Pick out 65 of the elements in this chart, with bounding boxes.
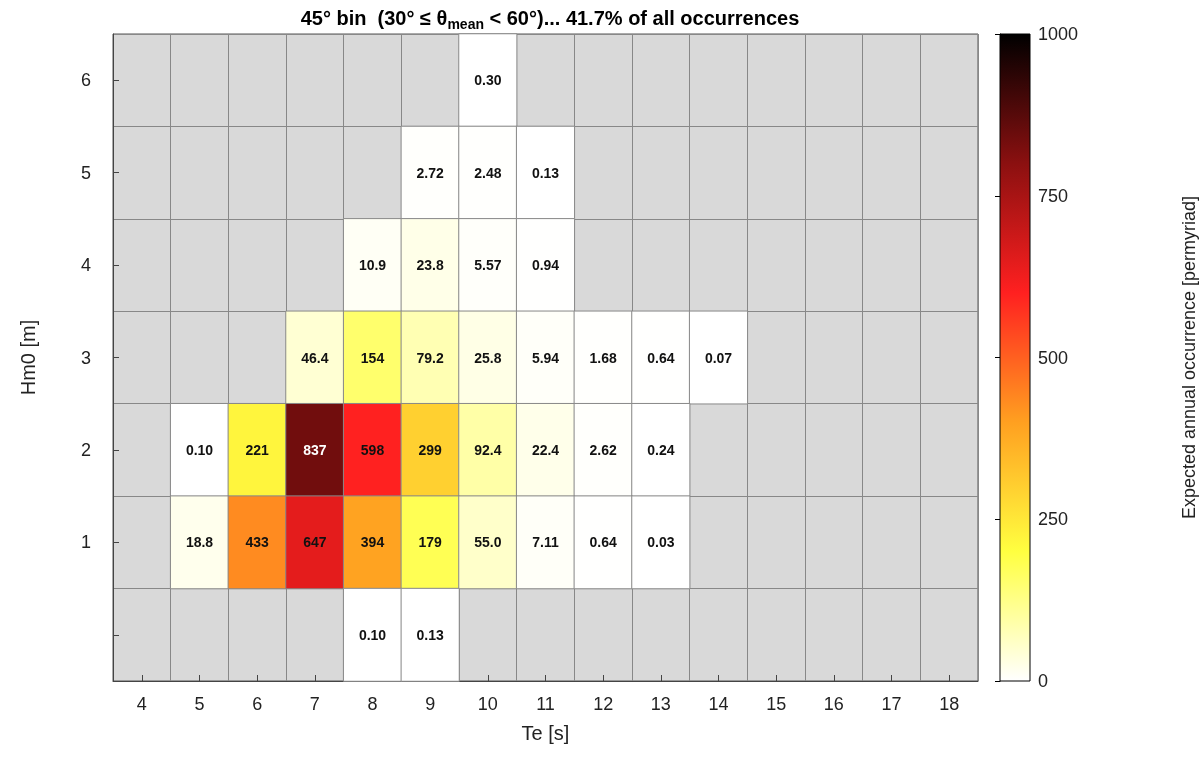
data-label: 5.94 (531, 349, 560, 366)
data-label: 837 (303, 441, 327, 458)
data-label: 92.4 (474, 441, 502, 458)
data-label: 154 (360, 349, 385, 366)
data-label: 55.0 (474, 534, 502, 551)
data-label: 0.10 (185, 441, 214, 458)
data-label: 0.64 (589, 534, 617, 551)
data-label: 0.07 (704, 349, 733, 366)
x-tick-label: 5 (194, 694, 205, 714)
data-label: 598 (360, 441, 385, 458)
data-label: 0.30 (474, 72, 502, 89)
x-tick-label: 7 (309, 694, 320, 714)
x-tick-label: 8 (367, 694, 378, 714)
x-tick-label: 11 (536, 694, 555, 714)
data-label: 10.9 (358, 257, 387, 274)
x-tick-label: 6 (252, 694, 263, 714)
y-tick-label: 6 (80, 70, 91, 91)
data-label: 23.8 (416, 257, 444, 274)
x-tick-label: 14 (708, 694, 729, 714)
data-label: 0.13 (416, 626, 444, 643)
x-tick-label: 12 (593, 694, 614, 714)
data-label: 0.03 (647, 534, 675, 551)
data-label: 394 (360, 534, 385, 551)
data-label: 299 (418, 441, 443, 458)
data-label: 0.94 (531, 257, 560, 274)
x-tick-label: 9 (425, 694, 436, 714)
data-label: 433 (245, 534, 270, 551)
data-label: 22.4 (531, 441, 560, 458)
data-label: 25.8 (474, 349, 502, 366)
data-label: 79.2 (416, 349, 444, 366)
data-label: 2.62 (589, 441, 617, 458)
data-label: 5.57 (474, 257, 502, 274)
y-tick-label: 3 (80, 347, 91, 368)
data-label: 179 (418, 534, 443, 551)
color-bar-title: Expected annual occurrence [permyriad] (1179, 195, 1199, 520)
data-label: 0.13 (531, 164, 560, 181)
color-bar-label: 1000 (1038, 24, 1079, 44)
color-bar-label: 750 (1038, 185, 1069, 206)
data-label: 46.4 (301, 349, 329, 366)
data-label: 18.8 (185, 534, 214, 551)
y-tick-label: 1 (80, 532, 91, 553)
x-tick-label: 4 (136, 694, 147, 714)
color-bar-label: 0 (1038, 671, 1049, 691)
x-tick-label: 15 (766, 694, 787, 714)
x-tick-label: 18 (939, 694, 960, 714)
color-bar-label: 500 (1038, 347, 1069, 368)
y-tick-label: 2 (80, 439, 91, 460)
data-label: 647 (303, 534, 327, 551)
data-label: 0.10 (358, 626, 387, 643)
data-label: 2.48 (474, 164, 502, 181)
data-label: 2.72 (416, 164, 444, 181)
data-label: 0.64 (647, 349, 675, 366)
data-label: 1.68 (589, 349, 617, 366)
data-label: 0.24 (647, 441, 675, 458)
data-label: 221 (245, 441, 270, 458)
x-tick-label: 16 (823, 694, 844, 714)
color-bar-label: 250 (1038, 509, 1069, 530)
x-tick-label: 10 (477, 694, 498, 714)
y-tick-label: 4 (80, 255, 91, 276)
x-tick-label: 13 (650, 694, 671, 714)
x-axis-title: Te [s] (521, 722, 570, 744)
y-axis-title: Hm0 [m] (17, 319, 39, 396)
x-tick-label: 17 (881, 694, 902, 714)
y-tick-label: 5 (80, 162, 91, 183)
data-label: 7.11 (532, 534, 559, 551)
